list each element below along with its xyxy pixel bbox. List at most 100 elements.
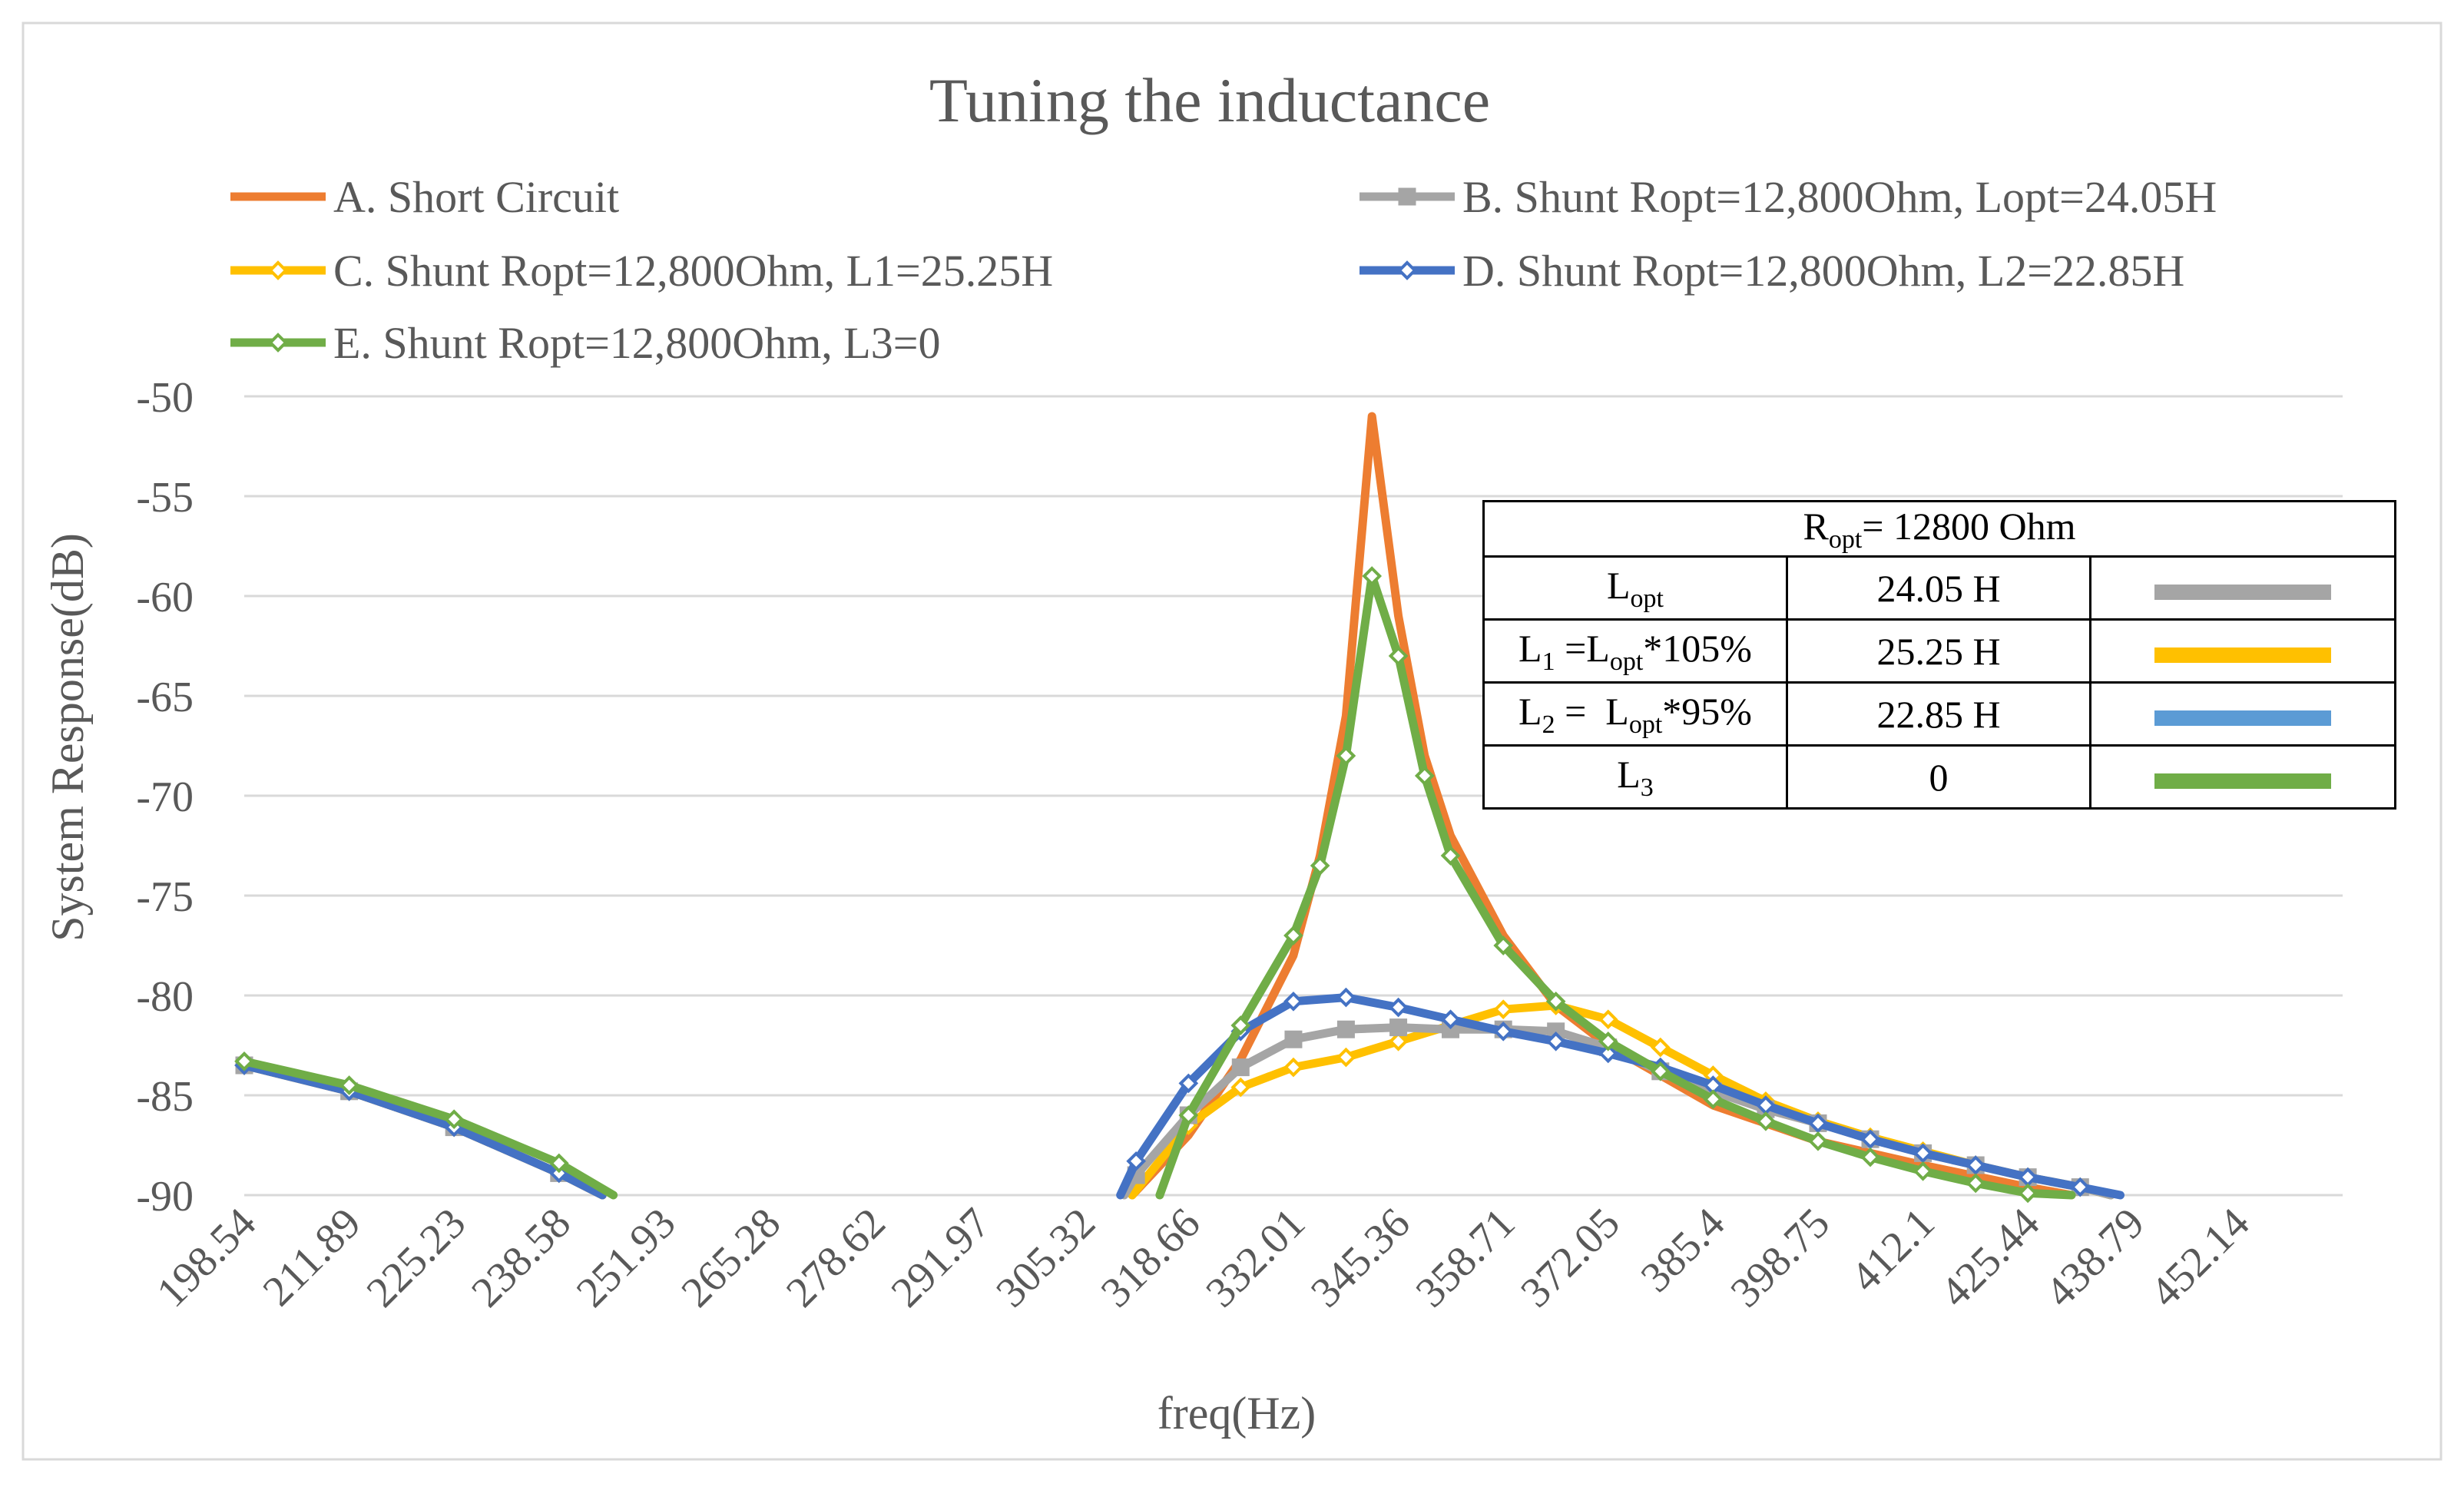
series-point <box>1362 566 1383 586</box>
series-point <box>1493 1021 1514 1042</box>
label-rest: *95% <box>1662 689 1752 733</box>
header-subscript: opt <box>1828 525 1863 554</box>
row-label: Lopt <box>1482 555 1788 621</box>
y-axis-label: System Response(dB) <box>42 533 93 942</box>
series-4 <box>234 566 2076 1204</box>
header-value: = 12800 Ohm <box>1862 504 2076 548</box>
series-point <box>1545 991 1566 1012</box>
legend-label: B. Shunt Ropt=12,800Ohm, Lopt=24.05H <box>1462 172 2217 222</box>
swatch-green <box>2154 773 2331 790</box>
series-point <box>1493 936 1514 955</box>
series-point <box>1231 1058 1250 1077</box>
row-value: 0 <box>1786 744 2091 810</box>
y-tick-label: -85 <box>136 1073 194 1121</box>
label-subscript: opt <box>1630 584 1664 613</box>
series-point <box>1966 1173 1985 1194</box>
table-row: L1 =Lopt*105% 25.25 H <box>1482 618 2396 684</box>
series-point <box>339 1075 359 1095</box>
y-axis-ticks: -50 -55 -60 -65 -70 -75 -80 -85 -90 <box>136 374 194 1220</box>
series-point <box>1913 1143 1933 1164</box>
label-mid: = L <box>1555 689 1629 733</box>
table-header-cell: Ropt= 12800 Ohm <box>1482 500 2396 558</box>
y-tick-label: -65 <box>136 674 194 721</box>
series-point <box>1126 1151 1146 1171</box>
series-point <box>1283 1057 1303 1078</box>
series-point <box>1336 1047 1356 1068</box>
series-point <box>1440 1009 1461 1030</box>
series-point <box>1966 1155 1985 1175</box>
series-point <box>1598 1009 1618 1030</box>
legend-item: E. Shunt Ropt=12,800Ohm, L3=0 <box>230 318 940 368</box>
y-tick-label: -55 <box>136 474 194 522</box>
series-point <box>1230 1077 1251 1098</box>
series-point <box>1650 1061 1671 1081</box>
row-swatch-cell <box>2089 744 2396 810</box>
series-point <box>1414 766 1435 786</box>
row-label: L2 = Lopt*95% <box>1482 681 1788 747</box>
series-point <box>1650 1037 1671 1058</box>
series-point <box>1493 999 1514 1020</box>
series-point <box>2070 1177 2091 1197</box>
series-point <box>1388 997 1409 1018</box>
table-row: Lopt 24.05 H <box>1482 555 2396 621</box>
table-row: L3 0 <box>1482 744 2396 810</box>
label-mid: =L <box>1555 626 1610 670</box>
row-value: 24.05 H <box>1786 555 2091 621</box>
row-label: L1 =Lopt*105% <box>1482 618 1788 684</box>
series-point <box>1284 1030 1303 1048</box>
series-point <box>1703 1089 1724 1110</box>
y-tick-label: -50 <box>136 374 194 422</box>
series-point <box>1283 926 1303 946</box>
legend-marker <box>1397 260 1417 280</box>
y-tick-label: -90 <box>136 1173 194 1220</box>
row-swatch-cell <box>2089 618 2396 684</box>
series-line <box>1155 571 2076 1200</box>
label-subscript: 1 <box>1542 647 1555 676</box>
series-point <box>1336 1020 1355 1038</box>
series-point <box>1389 1018 1408 1037</box>
label-symbol: L <box>1518 689 1542 733</box>
series-point <box>1598 1031 1618 1051</box>
series-point <box>2018 1183 2038 1204</box>
table-header-row: Ropt= 12800 Ohm <box>1482 500 2396 558</box>
series-point <box>1756 1111 1776 1131</box>
legend-item: C. Shunt Ropt=12,800Ohm, L1=25.25H <box>230 246 1053 296</box>
label-rest: *105% <box>1643 626 1752 670</box>
series-lines <box>234 412 2125 1204</box>
series-point <box>1336 987 1356 1008</box>
series-point <box>1310 856 1330 876</box>
label-subscript-2: opt <box>1609 647 1644 676</box>
series-point <box>1545 1031 1566 1051</box>
legend-item: B. Shunt Ropt=12,800Ohm, Lopt=24.05H <box>1360 172 2217 222</box>
series-point <box>1860 1147 1880 1167</box>
legend: A. Short Circuit B. Shunt Ropt=12,800Ohm,… <box>230 172 2217 368</box>
label-subscript: 3 <box>1640 773 1654 802</box>
series-point <box>1388 646 1409 666</box>
label-symbol: L <box>1607 563 1631 607</box>
legend-label: D. Shunt Ropt=12,800Ohm, L2=22.85H <box>1462 246 2184 296</box>
row-swatch-cell <box>2089 681 2396 747</box>
row-label: L3 <box>1482 744 1788 810</box>
legend-label: C. Shunt Ropt=12,800Ohm, L1=25.25H <box>333 246 1053 296</box>
swatch-yellow <box>2154 647 2331 664</box>
series-point <box>1336 746 1356 766</box>
chart-title: Tuning the inductance <box>929 65 1490 135</box>
table-row: L2 = Lopt*95% 22.85 H <box>1482 681 2396 747</box>
series-point <box>1388 1031 1409 1051</box>
series-point <box>1230 1015 1251 1035</box>
row-swatch-cell <box>2089 555 2396 621</box>
legend-item: D. Shunt Ropt=12,800Ohm, L2=22.85H <box>1360 246 2184 296</box>
legend-marker <box>268 260 288 280</box>
legend-label: E. Shunt Ropt=12,800Ohm, L3=0 <box>333 318 940 368</box>
series-point <box>1283 991 1303 1012</box>
label-subscript-2: opt <box>1628 710 1663 739</box>
label-symbol: L <box>1617 752 1641 796</box>
row-value: 22.85 H <box>1786 681 2091 747</box>
legend-marker <box>268 333 288 353</box>
y-tick-label: -60 <box>136 574 194 621</box>
series-point <box>234 1051 254 1071</box>
series-point <box>1808 1131 1828 1151</box>
y-tick-label: -80 <box>136 973 194 1021</box>
header-symbol: R <box>1803 504 1829 548</box>
